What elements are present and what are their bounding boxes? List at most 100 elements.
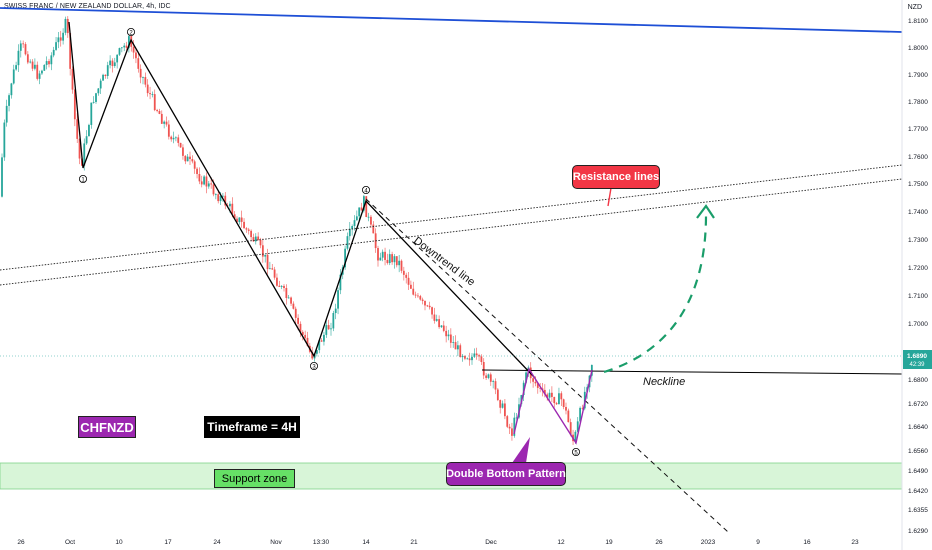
candle-body xyxy=(513,417,516,436)
candle-body xyxy=(116,54,119,63)
candle-body xyxy=(193,161,196,169)
symbol-badge: CHFNZD xyxy=(78,416,136,438)
candle-body xyxy=(457,345,459,350)
candle-body xyxy=(365,196,368,218)
candle-body xyxy=(269,268,271,270)
candle-body xyxy=(59,37,62,41)
candle-body xyxy=(480,356,483,363)
candle-body xyxy=(482,362,485,376)
neckline-label: Neckline xyxy=(643,376,685,388)
x-tick-label: 26 xyxy=(17,539,25,546)
candle-body xyxy=(151,94,154,95)
candle-body xyxy=(123,45,126,48)
candle-body xyxy=(95,93,97,102)
symbol-title: SWISS FRANC / NEW ZEALAND DOLLAR, 4h, ID… xyxy=(4,3,171,10)
y-tick-label: 1.8000 xyxy=(908,45,928,52)
candle-body xyxy=(149,93,151,95)
candle-body xyxy=(73,89,76,120)
candle-body xyxy=(548,392,551,398)
y-tick-label: 1.8100 xyxy=(908,18,928,25)
candle-body xyxy=(175,137,177,139)
candle-body xyxy=(160,113,163,124)
candle-body xyxy=(10,83,13,96)
y-tick-label: 1.6490 xyxy=(908,468,928,475)
candle-body xyxy=(426,305,429,307)
candle-body xyxy=(24,44,27,55)
candle-body xyxy=(99,80,102,89)
candle-body xyxy=(299,323,302,332)
candle-body xyxy=(334,308,337,314)
candle-body xyxy=(179,142,182,148)
candle-body xyxy=(489,374,492,382)
candle-body xyxy=(424,301,426,306)
candle-body xyxy=(384,251,386,260)
svg-text:2: 2 xyxy=(129,30,133,36)
candle-body xyxy=(391,254,393,263)
candle-body xyxy=(363,196,365,211)
resistance-label-pointer xyxy=(607,187,612,207)
candle-body xyxy=(273,269,276,278)
candle-body xyxy=(132,46,135,53)
candle-body xyxy=(92,101,95,103)
candle-body xyxy=(196,168,198,175)
candle-body xyxy=(339,274,342,291)
candle-body xyxy=(8,95,10,106)
candle-body xyxy=(266,254,269,270)
y-tick-label: 1.6720 xyxy=(908,401,928,408)
candle-body xyxy=(555,403,558,405)
candle-body xyxy=(207,183,210,187)
candle-body xyxy=(318,340,321,351)
channel-line xyxy=(0,7,903,33)
candle-body xyxy=(452,342,455,343)
candle-body xyxy=(565,406,567,411)
current-price-value: 1.6890 xyxy=(907,353,927,360)
candle-body xyxy=(184,155,187,162)
candle-body xyxy=(285,287,288,299)
candle-body xyxy=(78,138,81,159)
candle-body xyxy=(475,353,478,356)
candlestick-series xyxy=(1,16,593,445)
candle-body xyxy=(102,74,104,81)
candle-body xyxy=(292,303,295,309)
candle-body xyxy=(511,428,513,436)
candle-body xyxy=(170,136,173,140)
double-bottom-path xyxy=(513,367,593,445)
x-tick-label: 14 xyxy=(362,539,370,546)
x-tick-label: 9 xyxy=(756,539,760,546)
candle-body xyxy=(90,102,93,125)
y-tick-label: 1.6640 xyxy=(908,424,928,431)
svg-text:3: 3 xyxy=(312,364,316,370)
candle-body xyxy=(348,228,351,237)
candle-body xyxy=(398,260,401,266)
candle-body xyxy=(332,313,335,329)
candle-body xyxy=(205,176,208,187)
candle-body xyxy=(337,290,339,309)
projection-arrowhead xyxy=(696,204,715,219)
candle-body xyxy=(36,64,39,79)
candle-body xyxy=(435,319,438,321)
candle-body xyxy=(379,257,382,261)
candle-body xyxy=(360,207,363,211)
candle-body xyxy=(153,94,156,111)
pattern-label-pointer xyxy=(512,437,530,463)
candle-body xyxy=(297,317,299,324)
wave-point-5: 5 xyxy=(572,447,581,456)
candle-body xyxy=(543,389,546,395)
x-tick-label: 17 xyxy=(164,539,172,546)
wave-point-2: 2 xyxy=(127,27,136,36)
candle-body xyxy=(377,248,379,261)
timeframe-badge: Timeframe = 4H xyxy=(204,416,300,438)
candle-body xyxy=(231,203,234,215)
candle-body xyxy=(120,47,123,49)
y-tick-label: 1.7600 xyxy=(908,154,928,161)
candle-body xyxy=(560,393,563,400)
candle-body xyxy=(250,230,252,238)
candle-body xyxy=(243,221,245,229)
candle-body xyxy=(38,73,41,79)
y-tick-label: 1.7900 xyxy=(908,72,928,79)
candle-body xyxy=(191,159,194,162)
candle-body xyxy=(113,62,116,67)
candle-body xyxy=(203,176,205,185)
candle-body xyxy=(395,256,398,266)
x-tick-label: 26 xyxy=(655,539,663,546)
